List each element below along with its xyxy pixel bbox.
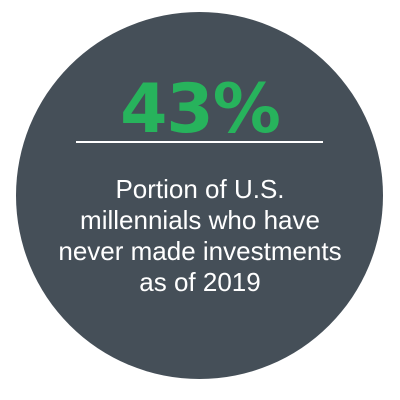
caption-line-1: Portion of U.S.	[115, 174, 285, 204]
caption-line-4: as of 2019	[139, 267, 261, 297]
stat-caption: Portion of U.S. millennials who have nev…	[40, 174, 360, 298]
caption-line-3: never made investments	[58, 236, 342, 266]
caption-line-2: millennials who have	[80, 205, 320, 235]
divider-line	[76, 141, 323, 143]
background-circle	[16, 12, 383, 379]
stat-value: 43%	[120, 70, 281, 149]
